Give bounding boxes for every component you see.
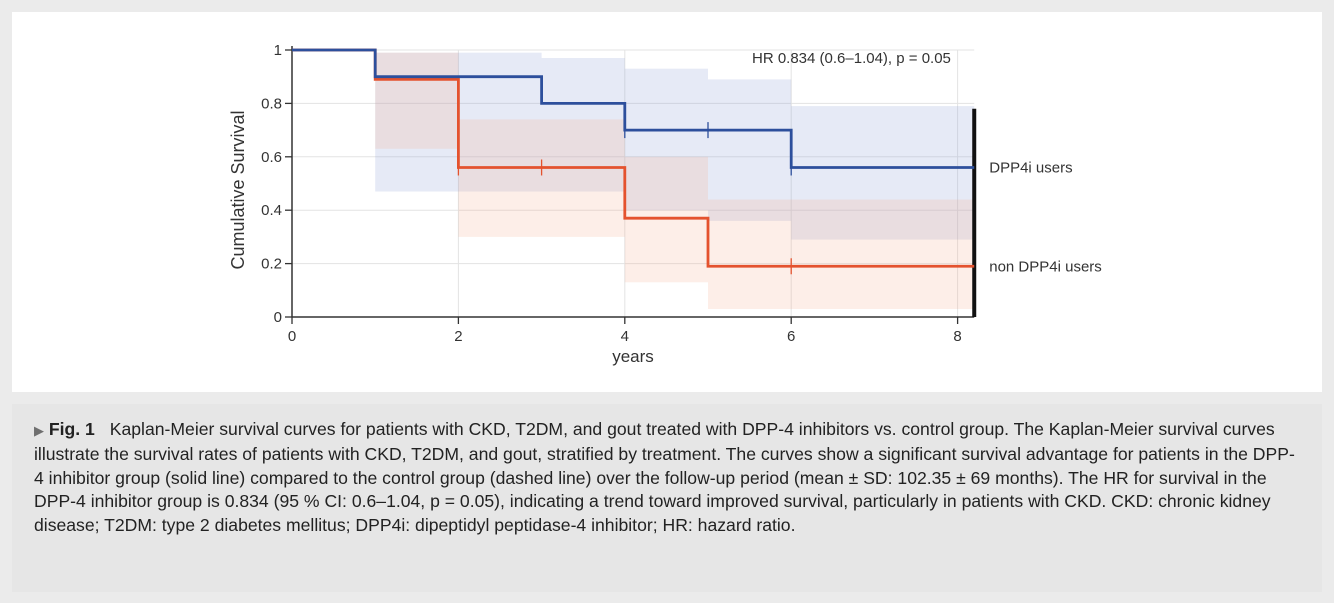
y-axis-label: Cumulative Survival — [228, 110, 248, 269]
ci-band-segment — [791, 106, 975, 240]
ci-band-layer — [375, 52, 975, 309]
x-tick-label: 4 — [621, 328, 629, 345]
series-label: DPP4i users — [989, 159, 1072, 176]
y-tick-label: 0.6 — [261, 149, 282, 166]
caption-arrow-icon: ▶ — [34, 423, 44, 438]
label-layer: 0 0.2 0.4 0.6 0.8 1 0 2 4 6 8 DPP4i users non DPP4i … — [261, 42, 1102, 345]
y-tick-label: 0.8 — [261, 95, 282, 112]
km-chart: 0 0.2 0.4 0.6 0.8 1 0 2 4 6 8 DPP4i users non DPP4i … — [228, 42, 1102, 366]
x-tick-label: 0 — [288, 328, 296, 345]
ci-band-segment — [624, 68, 708, 211]
x-tick-label: 8 — [953, 328, 961, 345]
y-tick-label: 0.4 — [261, 202, 282, 219]
ci-band-segment — [458, 119, 625, 237]
survival-curve — [292, 48, 975, 169]
ci-band-segment — [541, 58, 625, 192]
caption-text: Kaplan-Meier survival curves for patient… — [34, 419, 1295, 536]
axis-layer — [285, 46, 977, 324]
figure-caption: ▶ Fig. 1 Kaplan-Meier survival curves fo… — [34, 418, 1296, 538]
x-tick-label: 6 — [787, 328, 795, 345]
series-label: non DPP4i users — [989, 258, 1102, 275]
ci-band-segment — [375, 52, 459, 149]
x-axis-label: years — [612, 347, 654, 366]
end-of-followup-bar — [972, 108, 977, 318]
caption-panel: ▶ Fig. 1 Kaplan-Meier survival curves fo… — [12, 404, 1322, 592]
y-tick-label: 0.2 — [261, 256, 282, 273]
y-tick-label: 0 — [274, 309, 282, 326]
grid-layer — [292, 49, 975, 317]
hr-annotation: HR 0.834 (0.6–1.04), p = 0.05 — [752, 50, 951, 67]
figure-label: Fig. 1 — [48, 419, 95, 439]
y-tick-label: 1 — [274, 42, 282, 59]
figure-panel: 0 0.2 0.4 0.6 0.8 1 0 2 4 6 8 DPP4i users non DPP4i … — [12, 12, 1322, 392]
x-tick-label: 2 — [454, 328, 462, 345]
ci-band-segment — [708, 199, 975, 309]
line-layer — [292, 48, 975, 275]
ci-band-segment — [708, 79, 792, 221]
